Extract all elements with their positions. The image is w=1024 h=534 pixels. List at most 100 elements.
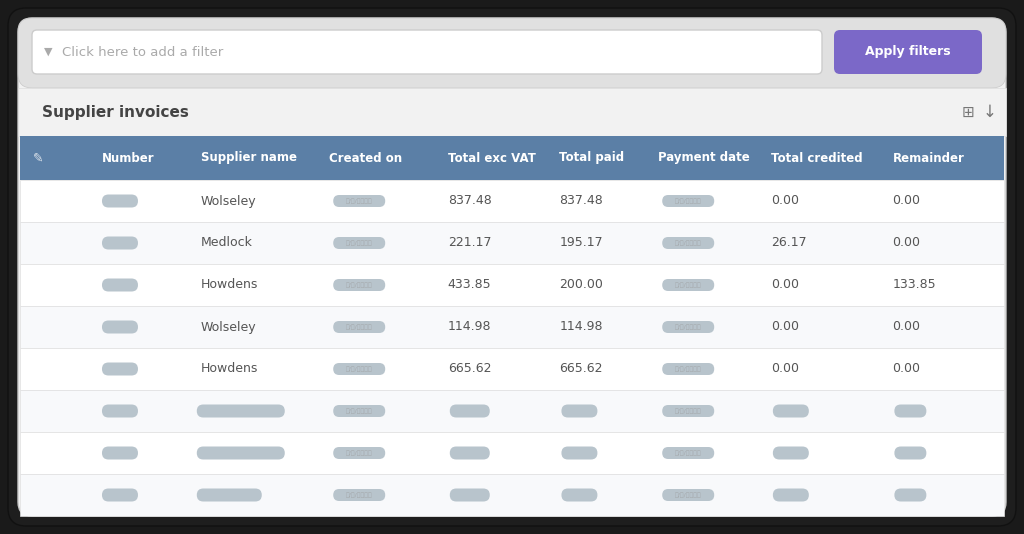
FancyBboxPatch shape	[894, 446, 927, 459]
FancyBboxPatch shape	[450, 446, 489, 459]
Text: Click here to add a filter: Click here to add a filter	[62, 45, 223, 59]
Text: 837.48: 837.48	[447, 194, 492, 208]
Text: Created on: Created on	[330, 152, 402, 164]
FancyBboxPatch shape	[894, 489, 927, 501]
Text: ⬛/⬛/⬛⬛⬛⬛: ⬛/⬛/⬛⬛⬛⬛	[675, 240, 701, 246]
Text: 0.00: 0.00	[892, 320, 921, 334]
Text: 195.17: 195.17	[559, 237, 603, 249]
FancyBboxPatch shape	[20, 136, 1004, 180]
Bar	[20, 474, 1004, 516]
Text: 0.00: 0.00	[771, 363, 799, 375]
Text: Howdens: Howdens	[201, 363, 258, 375]
Text: 114.98: 114.98	[559, 320, 603, 334]
Text: ⬛/⬛/⬛⬛⬛⬛: ⬛/⬛/⬛⬛⬛⬛	[346, 282, 373, 288]
Text: Supplier name: Supplier name	[201, 152, 297, 164]
Bar	[20, 432, 1004, 474]
Text: ⬛/⬛/⬛⬛⬛⬛: ⬛/⬛/⬛⬛⬛⬛	[346, 198, 373, 204]
Text: ⬛/⬛/⬛⬛⬛⬛: ⬛/⬛/⬛⬛⬛⬛	[675, 282, 701, 288]
Text: Total exc VAT: Total exc VAT	[447, 152, 536, 164]
FancyBboxPatch shape	[102, 363, 138, 375]
FancyBboxPatch shape	[333, 237, 385, 249]
Text: 837.48: 837.48	[559, 194, 603, 208]
FancyBboxPatch shape	[102, 489, 138, 501]
Text: Apply filters: Apply filters	[865, 45, 951, 59]
Text: ⬛/⬛/⬛⬛⬛⬛: ⬛/⬛/⬛⬛⬛⬛	[346, 366, 373, 372]
Text: Howdens: Howdens	[201, 279, 258, 292]
FancyBboxPatch shape	[663, 321, 714, 333]
Text: ⬛/⬛/⬛⬛⬛⬛: ⬛/⬛/⬛⬛⬛⬛	[675, 366, 701, 372]
Text: Wolseley: Wolseley	[201, 320, 256, 334]
FancyBboxPatch shape	[561, 446, 597, 459]
FancyBboxPatch shape	[450, 404, 489, 418]
Text: Total paid: Total paid	[559, 152, 625, 164]
Text: Supplier invoices: Supplier invoices	[42, 105, 188, 120]
FancyBboxPatch shape	[663, 237, 714, 249]
FancyBboxPatch shape	[663, 447, 714, 459]
Text: ⬛/⬛/⬛⬛⬛⬛: ⬛/⬛/⬛⬛⬛⬛	[346, 408, 373, 414]
FancyBboxPatch shape	[561, 489, 597, 501]
FancyBboxPatch shape	[197, 446, 285, 459]
FancyBboxPatch shape	[333, 363, 385, 375]
Text: 665.62: 665.62	[559, 363, 603, 375]
FancyBboxPatch shape	[333, 405, 385, 417]
FancyBboxPatch shape	[773, 489, 809, 501]
Text: ✎: ✎	[33, 152, 43, 164]
FancyBboxPatch shape	[663, 489, 714, 501]
Text: 0.00: 0.00	[771, 279, 799, 292]
FancyBboxPatch shape	[18, 18, 1006, 516]
FancyBboxPatch shape	[333, 321, 385, 333]
FancyBboxPatch shape	[197, 404, 285, 418]
Text: ⬛/⬛/⬛⬛⬛⬛: ⬛/⬛/⬛⬛⬛⬛	[675, 198, 701, 204]
Bar	[20, 306, 1004, 348]
FancyBboxPatch shape	[32, 30, 822, 74]
Text: 0.00: 0.00	[771, 194, 799, 208]
FancyBboxPatch shape	[450, 489, 489, 501]
FancyBboxPatch shape	[18, 18, 1006, 88]
FancyBboxPatch shape	[197, 489, 262, 501]
Text: 0.00: 0.00	[892, 194, 921, 208]
FancyBboxPatch shape	[102, 279, 138, 292]
Text: ⬛/⬛/⬛⬛⬛⬛: ⬛/⬛/⬛⬛⬛⬛	[346, 492, 373, 498]
Text: 26.17: 26.17	[771, 237, 807, 249]
FancyBboxPatch shape	[333, 447, 385, 459]
Text: 0.00: 0.00	[892, 237, 921, 249]
Text: 0.00: 0.00	[771, 320, 799, 334]
Text: Medlock: Medlock	[201, 237, 253, 249]
Text: ▼: ▼	[44, 47, 52, 57]
Text: 665.62: 665.62	[447, 363, 492, 375]
Text: 0.00: 0.00	[892, 363, 921, 375]
Bar	[20, 222, 1004, 264]
FancyBboxPatch shape	[333, 489, 385, 501]
Text: ↓: ↓	[983, 103, 997, 121]
FancyBboxPatch shape	[102, 194, 138, 208]
FancyBboxPatch shape	[834, 30, 982, 74]
Bar	[18, 88, 1006, 136]
Text: Wolseley: Wolseley	[201, 194, 256, 208]
Text: ⬛/⬛/⬛⬛⬛⬛: ⬛/⬛/⬛⬛⬛⬛	[675, 450, 701, 456]
Bar	[20, 390, 1004, 432]
Text: 200.00: 200.00	[559, 279, 603, 292]
FancyBboxPatch shape	[333, 279, 385, 291]
Text: ⬛/⬛/⬛⬛⬛⬛: ⬛/⬛/⬛⬛⬛⬛	[346, 450, 373, 456]
FancyBboxPatch shape	[663, 405, 714, 417]
Text: ⬛/⬛/⬛⬛⬛⬛: ⬛/⬛/⬛⬛⬛⬛	[675, 324, 701, 330]
FancyBboxPatch shape	[102, 446, 138, 459]
FancyBboxPatch shape	[102, 320, 138, 334]
Text: Payment date: Payment date	[658, 152, 750, 164]
FancyBboxPatch shape	[333, 195, 385, 207]
Text: ⬛/⬛/⬛⬛⬛⬛: ⬛/⬛/⬛⬛⬛⬛	[675, 492, 701, 498]
FancyBboxPatch shape	[663, 279, 714, 291]
FancyBboxPatch shape	[773, 446, 809, 459]
FancyBboxPatch shape	[773, 404, 809, 418]
Text: ⬛/⬛/⬛⬛⬛⬛: ⬛/⬛/⬛⬛⬛⬛	[675, 408, 701, 414]
Text: Remainder: Remainder	[892, 152, 965, 164]
Text: 221.17: 221.17	[447, 237, 492, 249]
Bar	[20, 180, 1004, 222]
FancyBboxPatch shape	[561, 404, 597, 418]
Text: Total credited: Total credited	[771, 152, 862, 164]
FancyBboxPatch shape	[894, 404, 927, 418]
Text: 114.98: 114.98	[447, 320, 492, 334]
FancyBboxPatch shape	[102, 237, 138, 249]
Bar	[20, 264, 1004, 306]
Text: ⬛/⬛/⬛⬛⬛⬛: ⬛/⬛/⬛⬛⬛⬛	[346, 240, 373, 246]
